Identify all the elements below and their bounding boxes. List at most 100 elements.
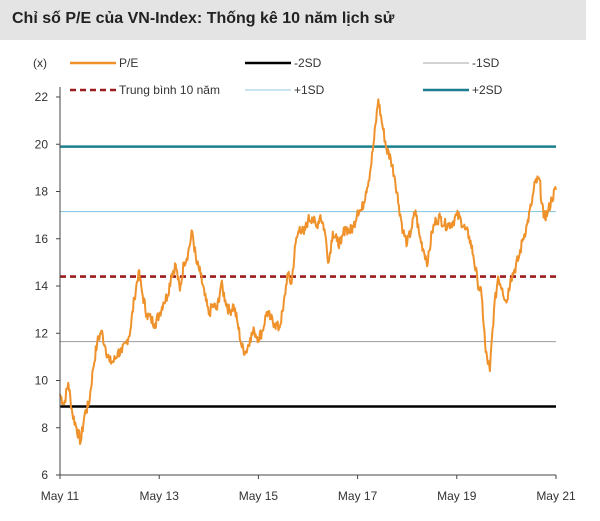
data-point: [92, 367, 94, 370]
data-point: [550, 197, 553, 200]
data-point: [195, 261, 198, 264]
data-point: [402, 230, 404, 233]
data-point: [88, 403, 90, 406]
data-point: [162, 301, 165, 304]
data-point: [517, 256, 520, 259]
x-tick-label: May 13: [140, 489, 180, 503]
data-point: [191, 230, 194, 233]
data-point: [278, 327, 280, 330]
data-point: [484, 351, 487, 354]
title-bar: Chỉ số P/E của VN-Index: Thống kê 10 năm…: [0, 0, 586, 40]
data-point: [522, 237, 524, 240]
data-point: [509, 278, 512, 280]
data-point: [460, 218, 462, 221]
data-point: [398, 204, 400, 207]
data-point: [236, 322, 239, 325]
data-point: [212, 304, 214, 306]
data-point: [538, 178, 541, 181]
data-point: [290, 282, 293, 285]
data-point: [476, 280, 479, 283]
data-point: [464, 228, 466, 231]
data-point: [67, 381, 70, 384]
y-tick-label: 20: [35, 137, 49, 151]
data-point: [240, 346, 243, 349]
legend-label-2sd: -2SD: [294, 56, 322, 70]
data-point: [542, 216, 545, 219]
data-point: [431, 230, 433, 233]
data-point: [203, 294, 206, 297]
data-point: [232, 304, 235, 306]
data-point: [154, 322, 156, 325]
data-point: [116, 351, 119, 354]
data-point: [385, 148, 388, 150]
y-tick-label: 16: [35, 232, 49, 246]
y-tick-label: 10: [35, 374, 49, 388]
legend-label-plus2sd: +2SD: [472, 83, 503, 97]
chart-title: Chỉ số P/E của VN-Index: Thống kê 10 năm…: [12, 10, 395, 27]
data-point: [298, 226, 301, 228]
data-point: [340, 242, 342, 245]
data-point: [488, 370, 491, 372]
data-point: [319, 214, 322, 217]
axes: 6 8 10 12 14 16 18 20 22 May 11 May 13 May 15 May 17…: [35, 87, 576, 503]
data-point: [323, 228, 326, 231]
data-point: [257, 337, 260, 339]
data-point: [75, 426, 78, 429]
data-point: [79, 441, 82, 443]
data-point: [505, 301, 508, 304]
data-point: [269, 318, 272, 320]
data-point: [282, 308, 285, 311]
data-point: [447, 223, 450, 226]
data-point: [249, 337, 252, 339]
data-point: [472, 254, 475, 257]
y-tick-label: 14: [35, 279, 49, 293]
legend-label-1sd: -1SD: [472, 56, 500, 70]
data-point: [336, 240, 338, 243]
data-point: [137, 270, 140, 273]
data-point: [534, 181, 537, 183]
data-point: [468, 235, 471, 238]
data-point: [220, 282, 223, 285]
data-point: [364, 190, 367, 193]
data-point: [369, 171, 371, 174]
data-point: [216, 308, 218, 311]
data-point: [207, 313, 210, 316]
data-point: [418, 235, 421, 238]
x-tick-label: May 17: [338, 489, 378, 503]
data-point: [224, 299, 227, 302]
data-point: [406, 242, 409, 245]
y-tick-label: 12: [35, 326, 49, 340]
data-point: [356, 209, 359, 212]
data-point: [443, 223, 446, 226]
y-tick-label: 8: [41, 421, 48, 435]
x-tick-label: May 21: [536, 489, 576, 503]
data-point: [286, 273, 289, 276]
data-point: [170, 273, 173, 276]
data-point: [121, 351, 123, 354]
data-point: [265, 311, 268, 313]
data-point: [501, 287, 504, 290]
data-point: [546, 211, 549, 214]
data-point: [331, 230, 334, 233]
data-point: [389, 157, 392, 160]
data-point: [125, 341, 128, 344]
data-point: [158, 313, 161, 316]
data-point: [104, 346, 107, 349]
x-tick-label: May 11: [41, 489, 80, 503]
series-layer: [59, 98, 557, 445]
data-point: [199, 273, 202, 276]
data-point: [410, 228, 413, 231]
data-point: [439, 216, 442, 219]
y-tick-label: 22: [35, 90, 49, 104]
y-axis-unit-label: (x): [33, 56, 47, 70]
data-point: [555, 188, 557, 191]
data-point: [174, 263, 177, 266]
y-tick-label: 6: [41, 468, 48, 482]
data-point: [145, 313, 148, 316]
data-point: [245, 351, 247, 354]
data-point: [261, 329, 264, 332]
reference-lines: [60, 145, 556, 408]
y-tick-label: 18: [35, 185, 49, 199]
series-line-pe: [59, 98, 557, 445]
